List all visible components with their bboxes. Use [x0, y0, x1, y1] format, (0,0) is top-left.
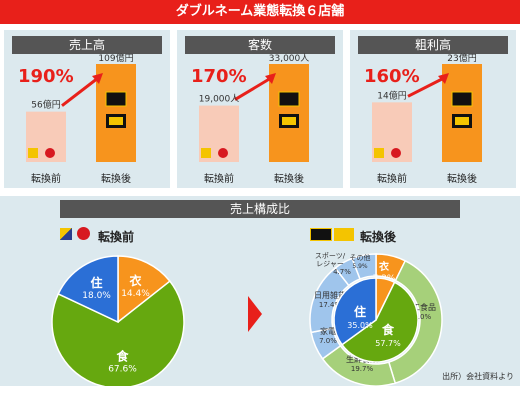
apita-logo-icon: [201, 148, 211, 158]
growth-arrow-icon: [407, 76, 445, 98]
inner-label-housing: 住: [354, 304, 366, 319]
panel-2: 客数 19,000人 33,000人転換前 転換後 170%: [177, 30, 343, 188]
piago-logo-icon: [77, 227, 90, 240]
pie-charts: 衣14.4%食67.6%住18.0%衣7.3%加工食品38.0%生鮮食品19.7…: [51, 252, 443, 386]
outer-value-processed-food: 38.0%: [409, 313, 432, 321]
megadonki-logo-icon: [310, 228, 332, 241]
outer-value-appliances: 7.0%: [319, 337, 337, 345]
pie-slice-housing: [57, 255, 119, 324]
growth-percent: 160%: [364, 66, 420, 87]
pie-value-food: 67.6%: [108, 365, 137, 375]
inner-value-housing: 35.0%: [347, 321, 373, 330]
panel-header: 売上高: [12, 36, 162, 54]
pie-slice-food: [51, 280, 185, 386]
value-after: 33,000人: [269, 53, 310, 64]
panel-1: 売上高 56億円 109億円転換前 転換後 190%: [4, 30, 170, 188]
outer-label-other: その他: [350, 253, 371, 262]
apita-logo-icon: [374, 148, 384, 158]
label-before: 転換前: [31, 172, 61, 185]
panel-header: 客数: [185, 36, 335, 54]
value-before: 56億円: [31, 99, 60, 111]
outer-slice-other: [351, 253, 377, 280]
bar-after: [96, 64, 136, 162]
pie-slice-clothing: [117, 255, 171, 324]
value-after: 23億円: [447, 52, 476, 64]
page-title: ダブルネーム業態転換６店舗: [0, 0, 520, 24]
outer-label-appliances: 家電: [320, 326, 336, 336]
label-after: 転換後: [274, 172, 304, 185]
before-section-title: 転換前: [98, 230, 135, 244]
outer-value-other: 5.9%: [352, 263, 368, 270]
after-section-title: 転換後: [360, 230, 397, 244]
outer-label-sports-leisure: スポーツ/: [315, 252, 346, 260]
growth-arrow-icon: [234, 76, 272, 101]
megadonki-sign-icon: [451, 91, 473, 107]
outer-value-household: 17.4%: [319, 301, 342, 309]
piago-logo-icon: [45, 148, 55, 158]
outer-value-sports-leisure: 4.7%: [333, 268, 351, 276]
panel-header: 粗利高: [358, 36, 508, 54]
pie-label-housing: 住: [91, 275, 103, 290]
outer-label-household: 日用雑貨: [314, 290, 346, 300]
outer-label-clothing: 衣: [379, 260, 389, 273]
after-logos: [310, 228, 354, 242]
pie-value-clothing: 14.4%: [121, 289, 150, 299]
inner-slice-housing: [333, 277, 377, 346]
megadonki-sign-icon: [278, 91, 300, 107]
label-after: 転換後: [101, 172, 131, 185]
piago-logo-icon: [391, 148, 401, 158]
transition-arrow-icon: [248, 296, 262, 332]
label-before: 転換前: [377, 172, 407, 185]
apita-logo-icon: [60, 228, 72, 240]
inner-label-food: 食: [381, 322, 395, 337]
pie-label-food: 食: [116, 349, 130, 364]
outer-label-sports-leisure-2: レジャー: [316, 260, 344, 268]
piago-logo-icon: [218, 148, 228, 158]
growth-arrow-icon: [61, 76, 99, 107]
composition-header: 売上構成比: [60, 200, 460, 218]
before-logos: [60, 226, 94, 242]
growth-percent: 190%: [18, 66, 74, 87]
outer-label-processed-food: 加工食品: [404, 302, 436, 312]
panel-3: 粗利高 14億円 23億円転換前 転換後 160%: [350, 30, 516, 188]
pie-value-housing: 18.0%: [82, 291, 111, 301]
value-before: 14億円: [377, 89, 406, 101]
value-after: 109億円: [98, 52, 133, 64]
bar-after: [269, 64, 309, 162]
value-before: 19,000人: [199, 94, 240, 105]
apita-logo-icon: [28, 148, 38, 158]
inner-value-food: 57.7%: [375, 339, 401, 348]
inner-slice-food: [340, 281, 419, 363]
label-before: 転換前: [204, 172, 234, 185]
label-after: 転換後: [447, 172, 477, 185]
outer-value-fresh-food: 19.7%: [351, 365, 374, 373]
source-note: 出所）会社資料より: [442, 372, 514, 381]
growth-percent: 170%: [191, 66, 247, 87]
composition-section: 売上構成比 転換前 転換後 衣14.4%食67.6%住18.0%衣7.3%加工食…: [0, 196, 520, 386]
bar-after: [442, 64, 482, 162]
pie-label-clothing: 衣: [129, 273, 141, 288]
uny-logo-icon: [334, 228, 354, 241]
megadonki-sign-icon: [105, 91, 127, 107]
